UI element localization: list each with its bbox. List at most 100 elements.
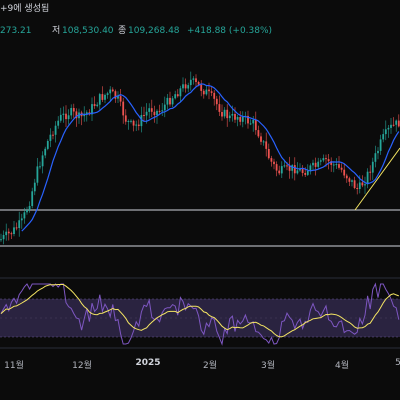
candle-body[interactable] xyxy=(210,91,213,93)
candle-body[interactable] xyxy=(228,115,231,119)
candle-body[interactable] xyxy=(111,89,114,92)
candle-body[interactable] xyxy=(101,94,104,100)
candle-body[interactable] xyxy=(377,150,379,154)
candle-body[interactable] xyxy=(62,113,65,115)
candle-body[interactable] xyxy=(239,117,242,122)
candle-body[interactable] xyxy=(283,165,286,167)
candle-body[interactable] xyxy=(36,166,39,183)
candle-body[interactable] xyxy=(291,165,294,171)
candle-body[interactable] xyxy=(148,108,151,112)
candle-body[interactable] xyxy=(130,120,132,122)
candle-body[interactable] xyxy=(249,123,252,125)
candle-body[interactable] xyxy=(91,104,93,115)
candle-body[interactable] xyxy=(369,171,372,173)
candle-body[interactable] xyxy=(54,125,57,135)
candle-body[interactable] xyxy=(371,161,374,173)
candle-body[interactable] xyxy=(327,159,330,162)
candle-body[interactable] xyxy=(247,115,249,124)
candle-body[interactable] xyxy=(127,121,130,122)
candle-body[interactable] xyxy=(122,101,125,116)
candle-body[interactable] xyxy=(270,158,273,162)
candle-body[interactable] xyxy=(361,182,364,186)
candle-body[interactable] xyxy=(10,233,13,235)
candle-body[interactable] xyxy=(171,98,174,105)
candle-body[interactable] xyxy=(322,158,325,161)
candle-body[interactable] xyxy=(137,124,140,126)
candle-body[interactable] xyxy=(314,162,317,167)
candle-body[interactable] xyxy=(153,111,156,116)
candle-body[interactable] xyxy=(299,169,301,171)
candle-body[interactable] xyxy=(161,110,164,112)
candle-body[interactable] xyxy=(288,165,291,171)
candle-body[interactable] xyxy=(278,170,281,174)
indicator-panel[interactable] xyxy=(0,282,400,346)
candle-body[interactable] xyxy=(41,155,44,167)
candle-body[interactable] xyxy=(330,161,333,165)
candle-body[interactable] xyxy=(265,141,268,149)
candle-body[interactable] xyxy=(340,167,343,170)
candle-body[interactable] xyxy=(13,227,15,234)
candle-body[interactable] xyxy=(145,111,148,116)
candle-body[interactable] xyxy=(234,114,236,120)
candle-body[interactable] xyxy=(241,116,244,122)
candle-body[interactable] xyxy=(182,84,184,89)
candle-body[interactable] xyxy=(85,112,88,115)
candle-body[interactable] xyxy=(257,130,260,137)
candle-body[interactable] xyxy=(390,124,392,128)
candle-body[interactable] xyxy=(395,120,398,125)
candle-body[interactable] xyxy=(205,89,208,95)
candle-body[interactable] xyxy=(114,91,117,99)
candle-body[interactable] xyxy=(93,104,96,106)
candle-body[interactable] xyxy=(397,120,400,127)
candle-body[interactable] xyxy=(59,114,62,121)
candle-body[interactable] xyxy=(140,115,143,127)
candle-body[interactable] xyxy=(309,165,312,171)
candle-body[interactable] xyxy=(65,113,67,120)
candle-body[interactable] xyxy=(197,82,200,85)
candle-body[interactable] xyxy=(117,96,119,99)
candle-body[interactable] xyxy=(301,169,304,173)
candle-body[interactable] xyxy=(231,114,234,116)
candle-body[interactable] xyxy=(195,78,197,82)
candle-body[interactable] xyxy=(364,184,366,186)
candle-body[interactable] xyxy=(218,104,221,112)
candle-body[interactable] xyxy=(23,212,26,219)
candle-body[interactable] xyxy=(351,180,353,182)
candle-body[interactable] xyxy=(374,153,377,162)
candle-body[interactable] xyxy=(46,141,49,149)
candle-body[interactable] xyxy=(187,85,190,89)
candle-body[interactable] xyxy=(392,124,395,126)
trendline[interactable] xyxy=(354,147,400,211)
candle-body[interactable] xyxy=(124,115,127,122)
candle-body[interactable] xyxy=(143,115,145,116)
candle-body[interactable] xyxy=(223,109,226,117)
candle-body[interactable] xyxy=(26,210,28,213)
candle-body[interactable] xyxy=(39,166,41,168)
candle-body[interactable] xyxy=(335,164,338,166)
candle-body[interactable] xyxy=(213,92,216,99)
candle-body[interactable] xyxy=(7,231,10,234)
candle-body[interactable] xyxy=(106,93,109,95)
candle-body[interactable] xyxy=(192,78,195,80)
candle-body[interactable] xyxy=(366,171,369,185)
candle-body[interactable] xyxy=(174,94,177,99)
candle-body[interactable] xyxy=(5,231,8,236)
candle-body[interactable] xyxy=(325,158,327,160)
candle-body[interactable] xyxy=(221,112,223,117)
candle-body[interactable] xyxy=(31,191,34,206)
candle-body[interactable] xyxy=(343,169,346,176)
candle-body[interactable] xyxy=(262,141,265,143)
candle-body[interactable] xyxy=(252,120,255,124)
candle-body[interactable] xyxy=(236,117,239,120)
candle-body[interactable] xyxy=(296,170,299,174)
candle-body[interactable] xyxy=(169,97,171,105)
candle-body[interactable] xyxy=(158,110,161,112)
candle-body[interactable] xyxy=(319,160,322,162)
candle-body[interactable] xyxy=(57,120,60,126)
candle-body[interactable] xyxy=(358,182,361,190)
candle-body[interactable] xyxy=(20,218,23,221)
candle-body[interactable] xyxy=(33,182,36,192)
candle-body[interactable] xyxy=(356,188,359,189)
candle-body[interactable] xyxy=(18,220,21,228)
candle-body[interactable] xyxy=(166,97,169,105)
